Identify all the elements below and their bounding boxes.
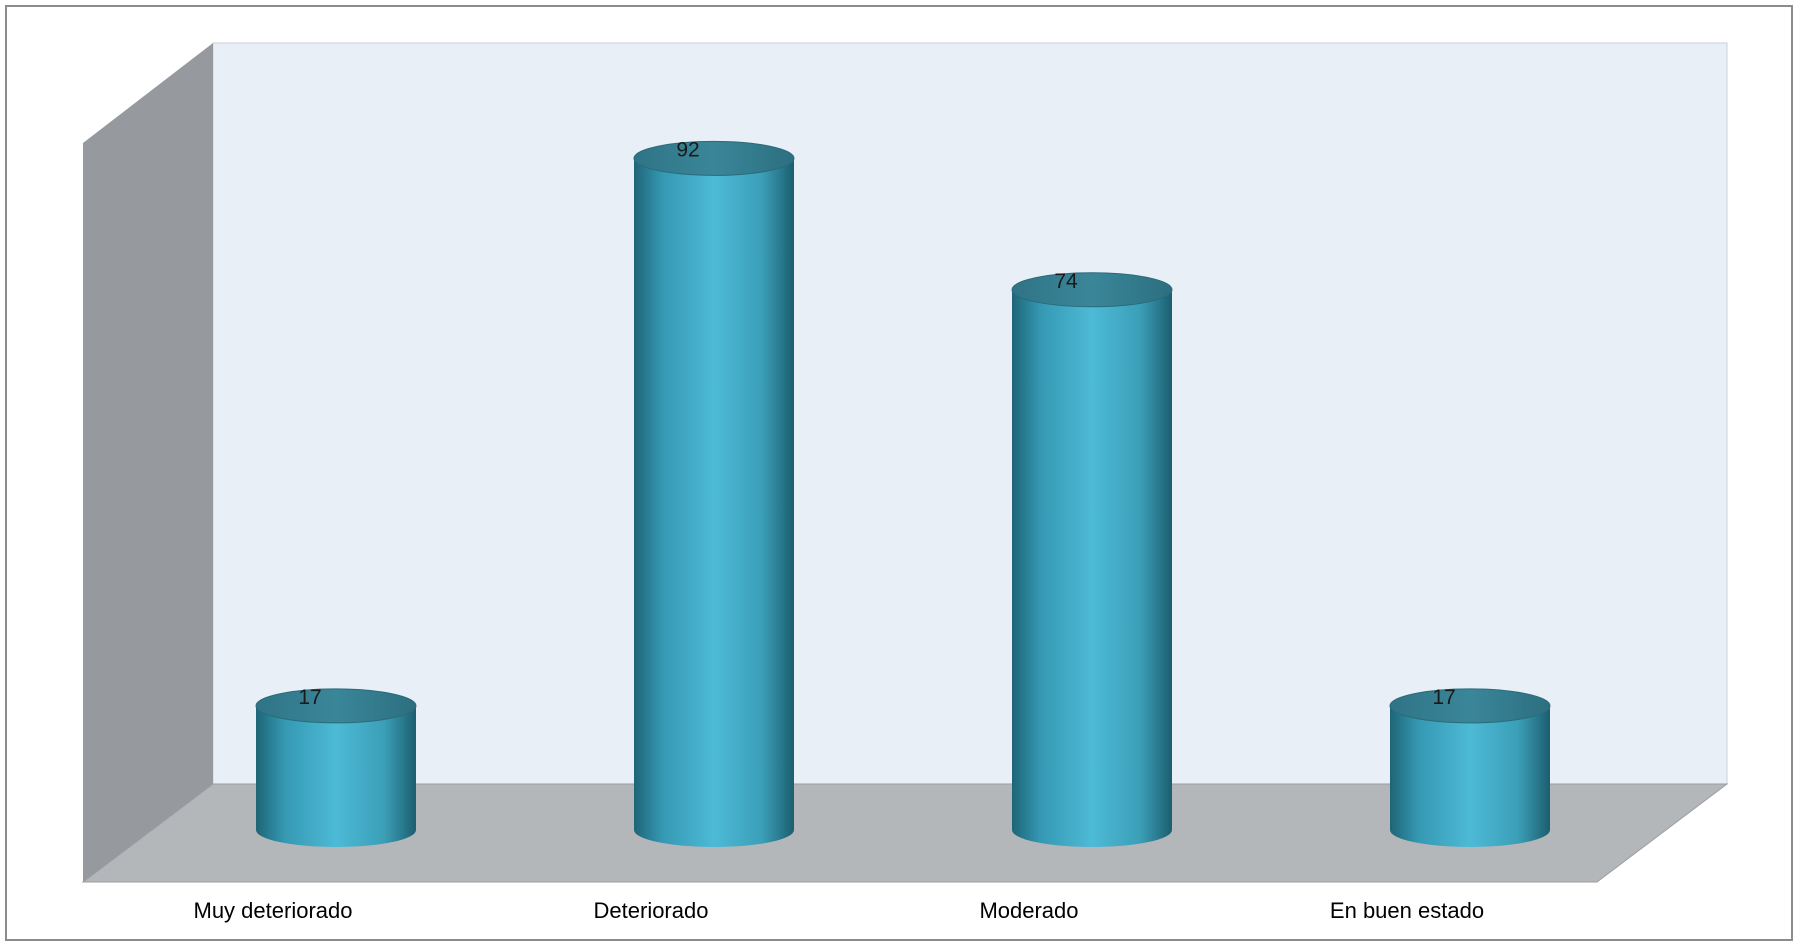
bar-muy-deteriorado: [255, 688, 417, 847]
bar-top: [1011, 272, 1173, 308]
data-label: 17: [1432, 686, 1455, 709]
bar-top: [255, 688, 417, 724]
bar-body: [1012, 289, 1172, 847]
bar-top: [633, 140, 795, 176]
floor: [81, 783, 1729, 883]
bar-en-buen-estado: [1389, 688, 1551, 847]
bar-moderado: [1011, 272, 1173, 847]
back-wall: [212, 42, 1728, 785]
bar-body: [256, 705, 416, 847]
category-label: Deteriorado: [594, 898, 709, 923]
bar-body: [634, 158, 794, 847]
data-label: 74: [1054, 270, 1078, 293]
bar-body: [1390, 705, 1550, 847]
data-label: 92: [676, 138, 699, 161]
category-label: En buen estado: [1330, 898, 1484, 923]
category-label: Muy deteriorado: [194, 898, 353, 923]
side-wall: [83, 43, 213, 882]
category-label: Moderado: [979, 898, 1078, 923]
data-label: 17: [298, 686, 321, 709]
bar-deteriorado: [633, 140, 795, 847]
bar-top: [1389, 688, 1551, 724]
